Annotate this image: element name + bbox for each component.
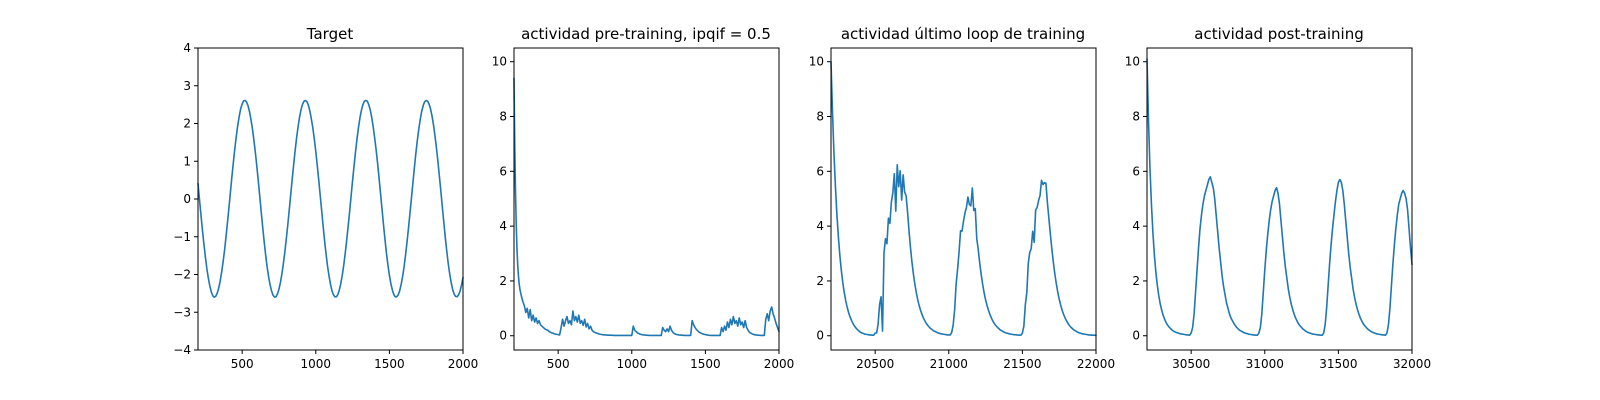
x-tick-label: 22000	[1077, 357, 1115, 371]
y-tick-label: −2	[173, 268, 191, 282]
subplot-target: Target 500 1000 1500 2000 −4 −3 −2 −1 0 1 2 3 4	[173, 25, 478, 371]
x-tick-label: 500	[547, 357, 570, 371]
y-tick-label: 0	[183, 192, 191, 206]
series-line	[197, 99, 464, 298]
plot-frame	[513, 47, 780, 351]
y-tick-label: 10	[1125, 55, 1140, 69]
ticks-layer: 20500 21000 21500 22000 0 2 4 6 8 10	[809, 55, 1115, 371]
x-tick-label: 1500	[690, 357, 721, 371]
plot-frame	[197, 47, 464, 351]
y-tick-label: 4	[1132, 219, 1140, 233]
plot-frame	[1146, 47, 1413, 351]
y-tick-label: 8	[1132, 110, 1140, 124]
y-tick-label: 8	[499, 110, 507, 124]
y-tick-label: 10	[492, 55, 507, 69]
x-tick-label: 1000	[617, 357, 648, 371]
y-tick-label: 6	[816, 164, 824, 178]
y-tick-label: 4	[816, 219, 824, 233]
y-tick-label: 3	[183, 79, 191, 93]
y-tick-label: −1	[173, 230, 191, 244]
x-tick-label: 20500	[856, 357, 894, 371]
subplot-last-training-loop: actividad último loop de training 20500 2…	[809, 25, 1115, 371]
subplot-title: Target	[306, 25, 354, 43]
x-tick-label: 1000	[301, 357, 332, 371]
y-tick-label: 4	[183, 41, 191, 55]
x-tick-label: 21500	[1003, 357, 1041, 371]
y-tick-label: 2	[1132, 274, 1140, 288]
y-tick-label: 2	[183, 117, 191, 131]
y-tick-label: 0	[816, 329, 824, 343]
y-tick-label: 2	[816, 274, 824, 288]
y-tick-label: 4	[499, 219, 507, 233]
subplot-title: actividad último loop de training	[841, 25, 1085, 43]
x-tick-label: 1500	[374, 357, 405, 371]
ticks-layer: 30500 31000 31500 32000 0 2 4 6 8 10	[1125, 55, 1431, 371]
series-line	[830, 60, 1097, 337]
x-tick-label: 31000	[1246, 357, 1284, 371]
x-tick-label: 31500	[1319, 357, 1357, 371]
y-tick-label: 6	[499, 164, 507, 178]
ticks-layer: 500 1000 1500 2000 0 2 4 6 8 10	[492, 55, 795, 371]
x-tick-label: 32000	[1393, 357, 1431, 371]
x-tick-label: 2000	[764, 357, 795, 371]
x-tick-label: 2000	[448, 357, 479, 371]
subplot-title: actividad pre-training, ipqif = 0.5	[521, 25, 771, 43]
subplot-title: actividad post-training	[1194, 25, 1363, 43]
ticks-layer: 500 1000 1500 2000 −4 −3 −2 −1 0 1 2 3 4	[173, 41, 478, 371]
y-tick-label: −4	[173, 343, 191, 357]
y-tick-label: 2	[499, 274, 507, 288]
y-tick-label: 0	[1132, 329, 1140, 343]
y-tick-label: 6	[1132, 164, 1140, 178]
x-tick-label: 500	[231, 357, 254, 371]
y-tick-label: 0	[499, 329, 507, 343]
series-line	[513, 77, 780, 337]
series-line	[1146, 58, 1413, 336]
plot-frame	[830, 47, 1097, 351]
x-tick-label: 21000	[930, 357, 968, 371]
y-tick-label: 10	[809, 55, 824, 69]
x-tick-label: 30500	[1172, 357, 1210, 371]
y-tick-label: 1	[183, 154, 191, 168]
y-tick-label: 8	[816, 110, 824, 124]
y-tick-label: −3	[173, 305, 191, 319]
subplot-pre-training: actividad pre-training, ipqif = 0.5 500 1…	[492, 25, 795, 371]
subplot-post-training: actividad post-training 30500 31000 31500 3…	[1125, 25, 1431, 371]
